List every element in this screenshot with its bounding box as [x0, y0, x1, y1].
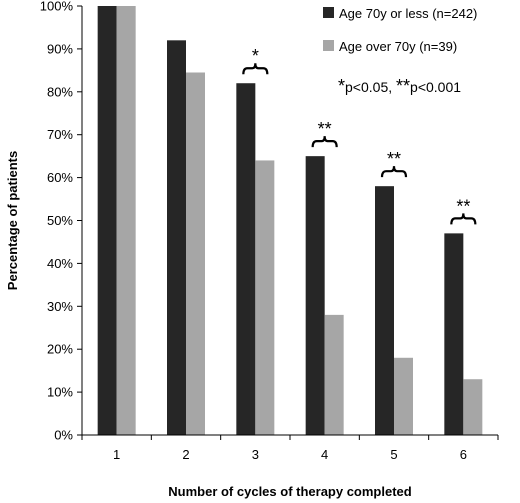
y-tick-label: 0%	[54, 428, 73, 443]
y-tick-label: 10%	[47, 385, 73, 400]
bar-series-1-cat-2	[186, 72, 205, 436]
significance-star: **	[456, 196, 470, 216]
y-tick-label: 90%	[47, 41, 73, 56]
legend-swatch-0	[323, 7, 334, 18]
legend: Age 70y or less (n=242) Age over 70y (n=…	[323, 6, 477, 54]
bar-series-0-cat-1	[97, 6, 117, 435]
bar-series-0-cat-5	[375, 186, 394, 435]
x-tick-label: 3	[252, 447, 259, 462]
bar-series-0-cat-4	[305, 156, 325, 435]
bar-series-1-cat-3	[255, 160, 275, 435]
bar-series-0-cat-6	[444, 233, 464, 435]
y-tick-label: 30%	[47, 299, 73, 314]
bar-series-1-cat-5	[394, 357, 413, 435]
legend-swatch-1	[323, 40, 334, 51]
significance-bracket	[450, 213, 477, 225]
significance-bracket	[380, 166, 408, 178]
bar-series-1-cat-6	[463, 379, 483, 435]
note-star-single: *	[338, 76, 345, 96]
y-tick-label: 20%	[47, 342, 73, 357]
y-axis-title: Percentage of patients	[5, 151, 20, 290]
y-tick-label: 40%	[47, 256, 73, 271]
significance-star: **	[387, 149, 401, 169]
y-tick-label: 50%	[47, 213, 73, 228]
y-tick-label: 60%	[47, 170, 73, 185]
x-tick-label: 4	[321, 447, 328, 462]
x-axis-ticks: 1 2 3 4 5 6	[81, 435, 499, 462]
x-tick-label: 6	[460, 447, 467, 462]
note-text-p005: p<0.05,	[345, 79, 396, 95]
legend-label-1: Age over 70y (n=39)	[339, 39, 457, 54]
legend-label-0: Age 70y or less (n=242)	[339, 6, 477, 21]
y-tick-label: 80%	[47, 84, 73, 99]
y-axis-ticks: 0% 10% 20% 30% 40% 50% 60% 70% 80% 90% 100%	[40, 0, 82, 443]
significance-annotations: *******	[242, 46, 477, 225]
bar-series-0-cat-3	[236, 83, 256, 435]
y-tick-label: 100%	[40, 0, 74, 14]
significance-note: *p<0.05, **p<0.001	[338, 76, 461, 96]
note-text-p0001: p<0.001	[410, 79, 461, 95]
x-tick-label: 2	[182, 447, 189, 462]
significance-bracket	[242, 63, 269, 75]
bar-series-0-cat-2	[167, 40, 186, 435]
significance-bracket	[311, 136, 338, 148]
bar-series-1-cat-4	[324, 314, 344, 435]
x-axis-title: Number of cycles of therapy completed	[168, 484, 412, 499]
x-tick-label: 5	[390, 447, 397, 462]
note-star-double: **	[396, 76, 410, 96]
significance-star: **	[318, 119, 332, 139]
y-tick-label: 70%	[47, 127, 73, 142]
bar-series-1-cat-1	[116, 6, 136, 435]
x-tick-label: 1	[113, 447, 120, 462]
bars	[97, 6, 483, 436]
significance-star: *	[252, 46, 259, 66]
